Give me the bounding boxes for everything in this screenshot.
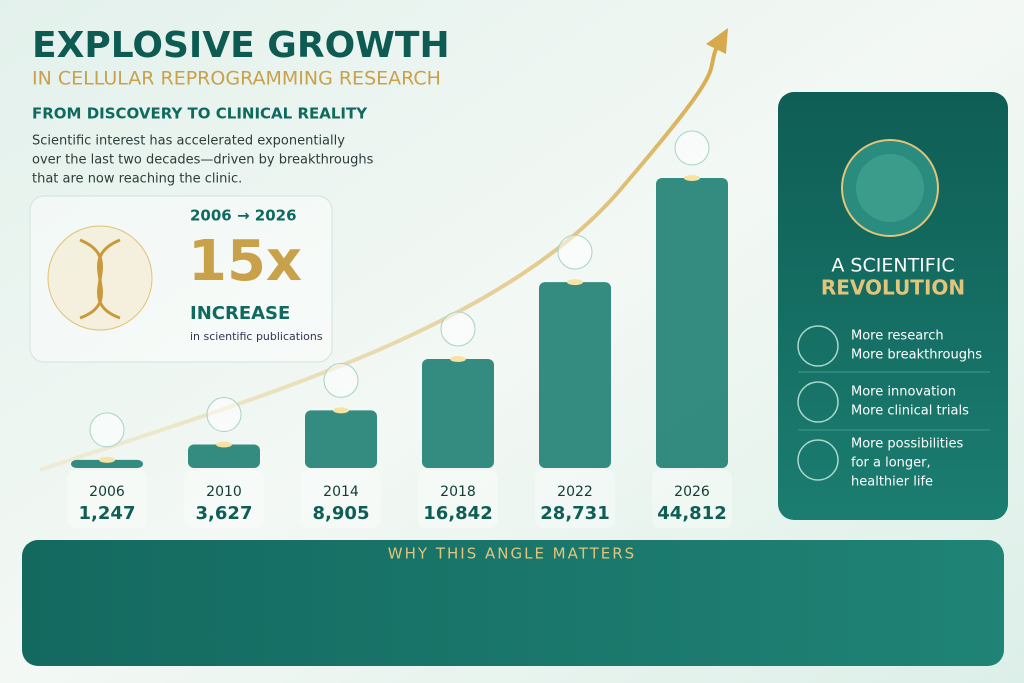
bar [656, 178, 728, 468]
pedestal [67, 470, 147, 528]
bar-glow [450, 356, 466, 363]
side-item-line: healthier life [851, 475, 933, 490]
bar-chart: 2006 1,247 2010 3,627 2014 8,905 2018 16,842 202… [67, 130, 732, 528]
cell-core [856, 154, 924, 222]
increase-label: INCREASE [190, 303, 290, 324]
tagline: FROM DISCOVERY TO CLINICAL REALITY [32, 105, 368, 123]
category-label: 2010 [206, 484, 242, 500]
bar-glow [333, 407, 349, 414]
bar [188, 444, 260, 468]
side-item-line: More innovation [851, 385, 956, 400]
dna-helix [79, 238, 121, 320]
side-item-line: More breakthroughs [851, 348, 982, 363]
value-label: 28,731 [540, 503, 609, 524]
bar-glow [216, 441, 232, 448]
category-label: 2018 [440, 484, 476, 500]
value-label: 16,842 [423, 503, 492, 524]
footer-panel [22, 540, 1004, 666]
side-item-line: More clinical trials [851, 404, 969, 419]
side-icon [797, 325, 839, 367]
footer-title: WHY THIS ANGLE MATTERS [388, 545, 636, 563]
bar-icon [89, 412, 125, 448]
bar [422, 359, 494, 468]
bar [539, 282, 611, 468]
category-label: 2014 [323, 484, 359, 500]
value-label: 44,812 [657, 503, 726, 524]
side-icon [797, 381, 839, 423]
side-title: REVOLUTION [821, 276, 965, 300]
subtitle: IN CELLULAR REPROGRAMMING RESEARCH [32, 68, 441, 90]
side-item-line: More research [851, 329, 944, 344]
description-line: Scientific interest has accelerated expo… [32, 134, 345, 149]
bar [71, 459, 143, 468]
bar-icon [674, 130, 710, 166]
multiplier: 15x [188, 229, 302, 294]
pedestal [184, 470, 264, 528]
value-label: 8,905 [313, 503, 370, 524]
pedestal [652, 470, 732, 528]
description: Scientific interest has accelerated expo… [32, 134, 374, 187]
title: EXPLOSIVE GROWTH [32, 25, 450, 66]
period: 2006 → 2026 [190, 207, 297, 225]
category-label: 2026 [674, 484, 710, 500]
pedestal [535, 470, 615, 528]
bar-icon [440, 311, 476, 347]
pedestal [418, 470, 498, 528]
category-label: 2022 [557, 484, 593, 500]
side-item-line: More possibilities [851, 437, 964, 452]
bar-glow [684, 175, 700, 181]
side-title: A SCIENTIFIC [831, 255, 954, 277]
arrow-head [706, 28, 728, 54]
description-line: that are now reaching the clinic. [32, 172, 242, 187]
increase-note: in scientific publications [190, 330, 323, 343]
bar-icon [323, 362, 359, 398]
bar-glow [567, 279, 583, 286]
bar-glow [99, 456, 115, 463]
side-items: More research More breakthroughs More inno… [797, 325, 990, 490]
category-label: 2006 [89, 484, 125, 500]
bar-icon [206, 397, 242, 433]
bar-icon [557, 234, 593, 270]
side-item-line: for a longer, [851, 456, 931, 471]
description-line: over the last two decades—driven by brea… [32, 153, 374, 168]
value-label: 1,247 [79, 503, 136, 524]
bar [305, 410, 377, 468]
side-icon [797, 439, 839, 481]
pedestal [301, 470, 381, 528]
value-label: 3,627 [196, 503, 253, 524]
